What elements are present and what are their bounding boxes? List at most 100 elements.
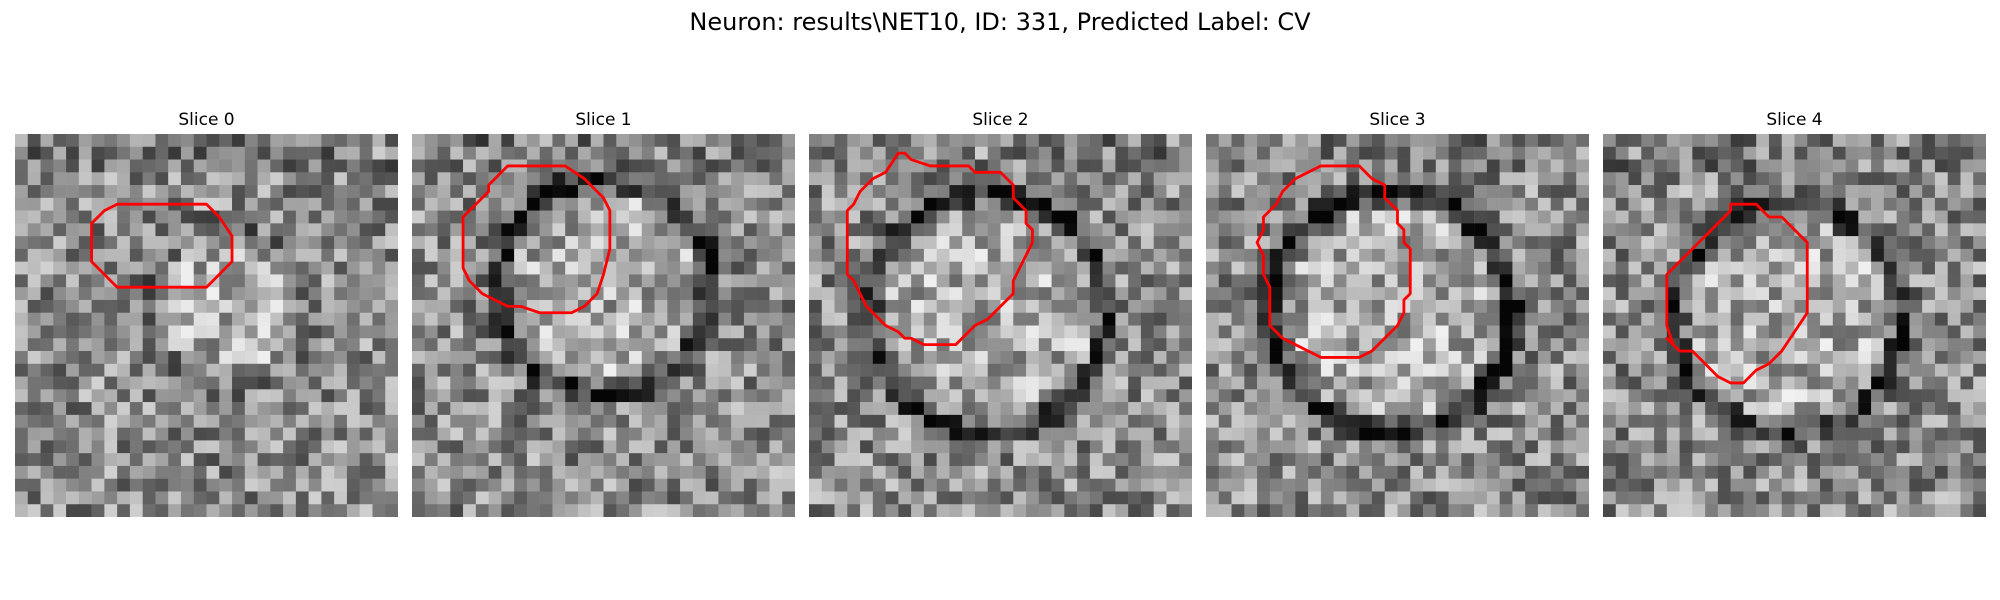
pixel [1486,185,1500,199]
pixel [809,274,823,288]
pixel [1845,414,1859,428]
pixel [1448,414,1462,428]
pixel [629,185,643,199]
pixel [1666,389,1680,403]
pixel [974,134,988,148]
pixel [1947,146,1961,160]
pixel [1244,491,1258,505]
pixel [834,453,848,467]
pixel [1947,172,1961,186]
pixel [860,465,874,479]
pixel [1525,427,1539,441]
pixel [809,299,823,313]
pixel [936,389,950,403]
pixel [1371,389,1385,403]
pixel [1883,440,1897,454]
pixel [1705,274,1719,288]
pixel [1960,197,1974,211]
pixel [295,248,309,262]
pixel [1077,453,1091,467]
pixel [117,351,131,365]
pixel [1628,159,1642,173]
pixel [488,504,502,517]
pixel [270,491,284,505]
pixel [1410,465,1424,479]
pixel [437,134,451,148]
pixel [860,351,874,365]
pixel [1218,478,1232,492]
pixel [514,402,528,416]
pixel [1179,146,1192,160]
pixel [1922,210,1936,224]
pixel [104,210,118,224]
pixel [692,159,706,173]
pixel [936,236,950,250]
slice-panel-0: Slice 0 [15,108,398,517]
pixel [1499,299,1513,313]
pixel [437,363,451,377]
pixel [667,363,681,377]
pixel [1537,197,1551,211]
pixel [1474,223,1488,237]
pixel [1947,185,1961,199]
pixel [1359,376,1373,390]
pixel [1486,274,1500,288]
pixel [193,389,207,403]
pixel [437,414,451,428]
pixel [782,504,795,517]
pixel [809,134,823,148]
pixel [142,504,156,517]
pixel [168,427,182,441]
pixel [769,478,783,492]
pixel [180,134,194,148]
pixel [488,491,502,505]
pixel [577,287,591,301]
pixel [1333,491,1347,505]
pixel [629,414,643,428]
pixel [1179,389,1192,403]
pixel [1717,274,1731,288]
pixel [743,172,757,186]
pixel [412,504,426,517]
pixel [1832,427,1846,441]
pixel [911,414,925,428]
pixel [1051,325,1065,339]
pixel [412,414,426,428]
pixel [488,185,502,199]
pixel [834,134,848,148]
pixel [1499,351,1513,365]
pixel [129,376,143,390]
pixel [129,427,143,441]
pixel [1603,376,1617,390]
pixel [718,312,732,326]
pixel [1461,376,1475,390]
pixel [1128,376,1142,390]
pixel [283,478,297,492]
pixel [1947,478,1961,492]
pixel [1563,159,1577,173]
pixel [616,223,630,237]
pixel [603,325,617,339]
pixel [257,210,271,224]
pixel [629,287,643,301]
pixel [1000,363,1014,377]
pixel [1308,287,1322,301]
pixel [1615,197,1629,211]
pixel [1231,146,1245,160]
pixel [1474,440,1488,454]
pixel [1013,236,1027,250]
pixel [1525,312,1539,326]
pixel [104,185,118,199]
pixel [1282,325,1296,339]
pixel [1807,363,1821,377]
pixel [1038,185,1052,199]
pixel [232,351,246,365]
pixel [1756,414,1770,428]
pixel [1359,274,1373,288]
pixel [577,440,591,454]
pixel [1359,197,1373,211]
pixel [1128,223,1142,237]
pixel [1896,312,1910,326]
pixel [1115,453,1129,467]
pixel [1359,248,1373,262]
